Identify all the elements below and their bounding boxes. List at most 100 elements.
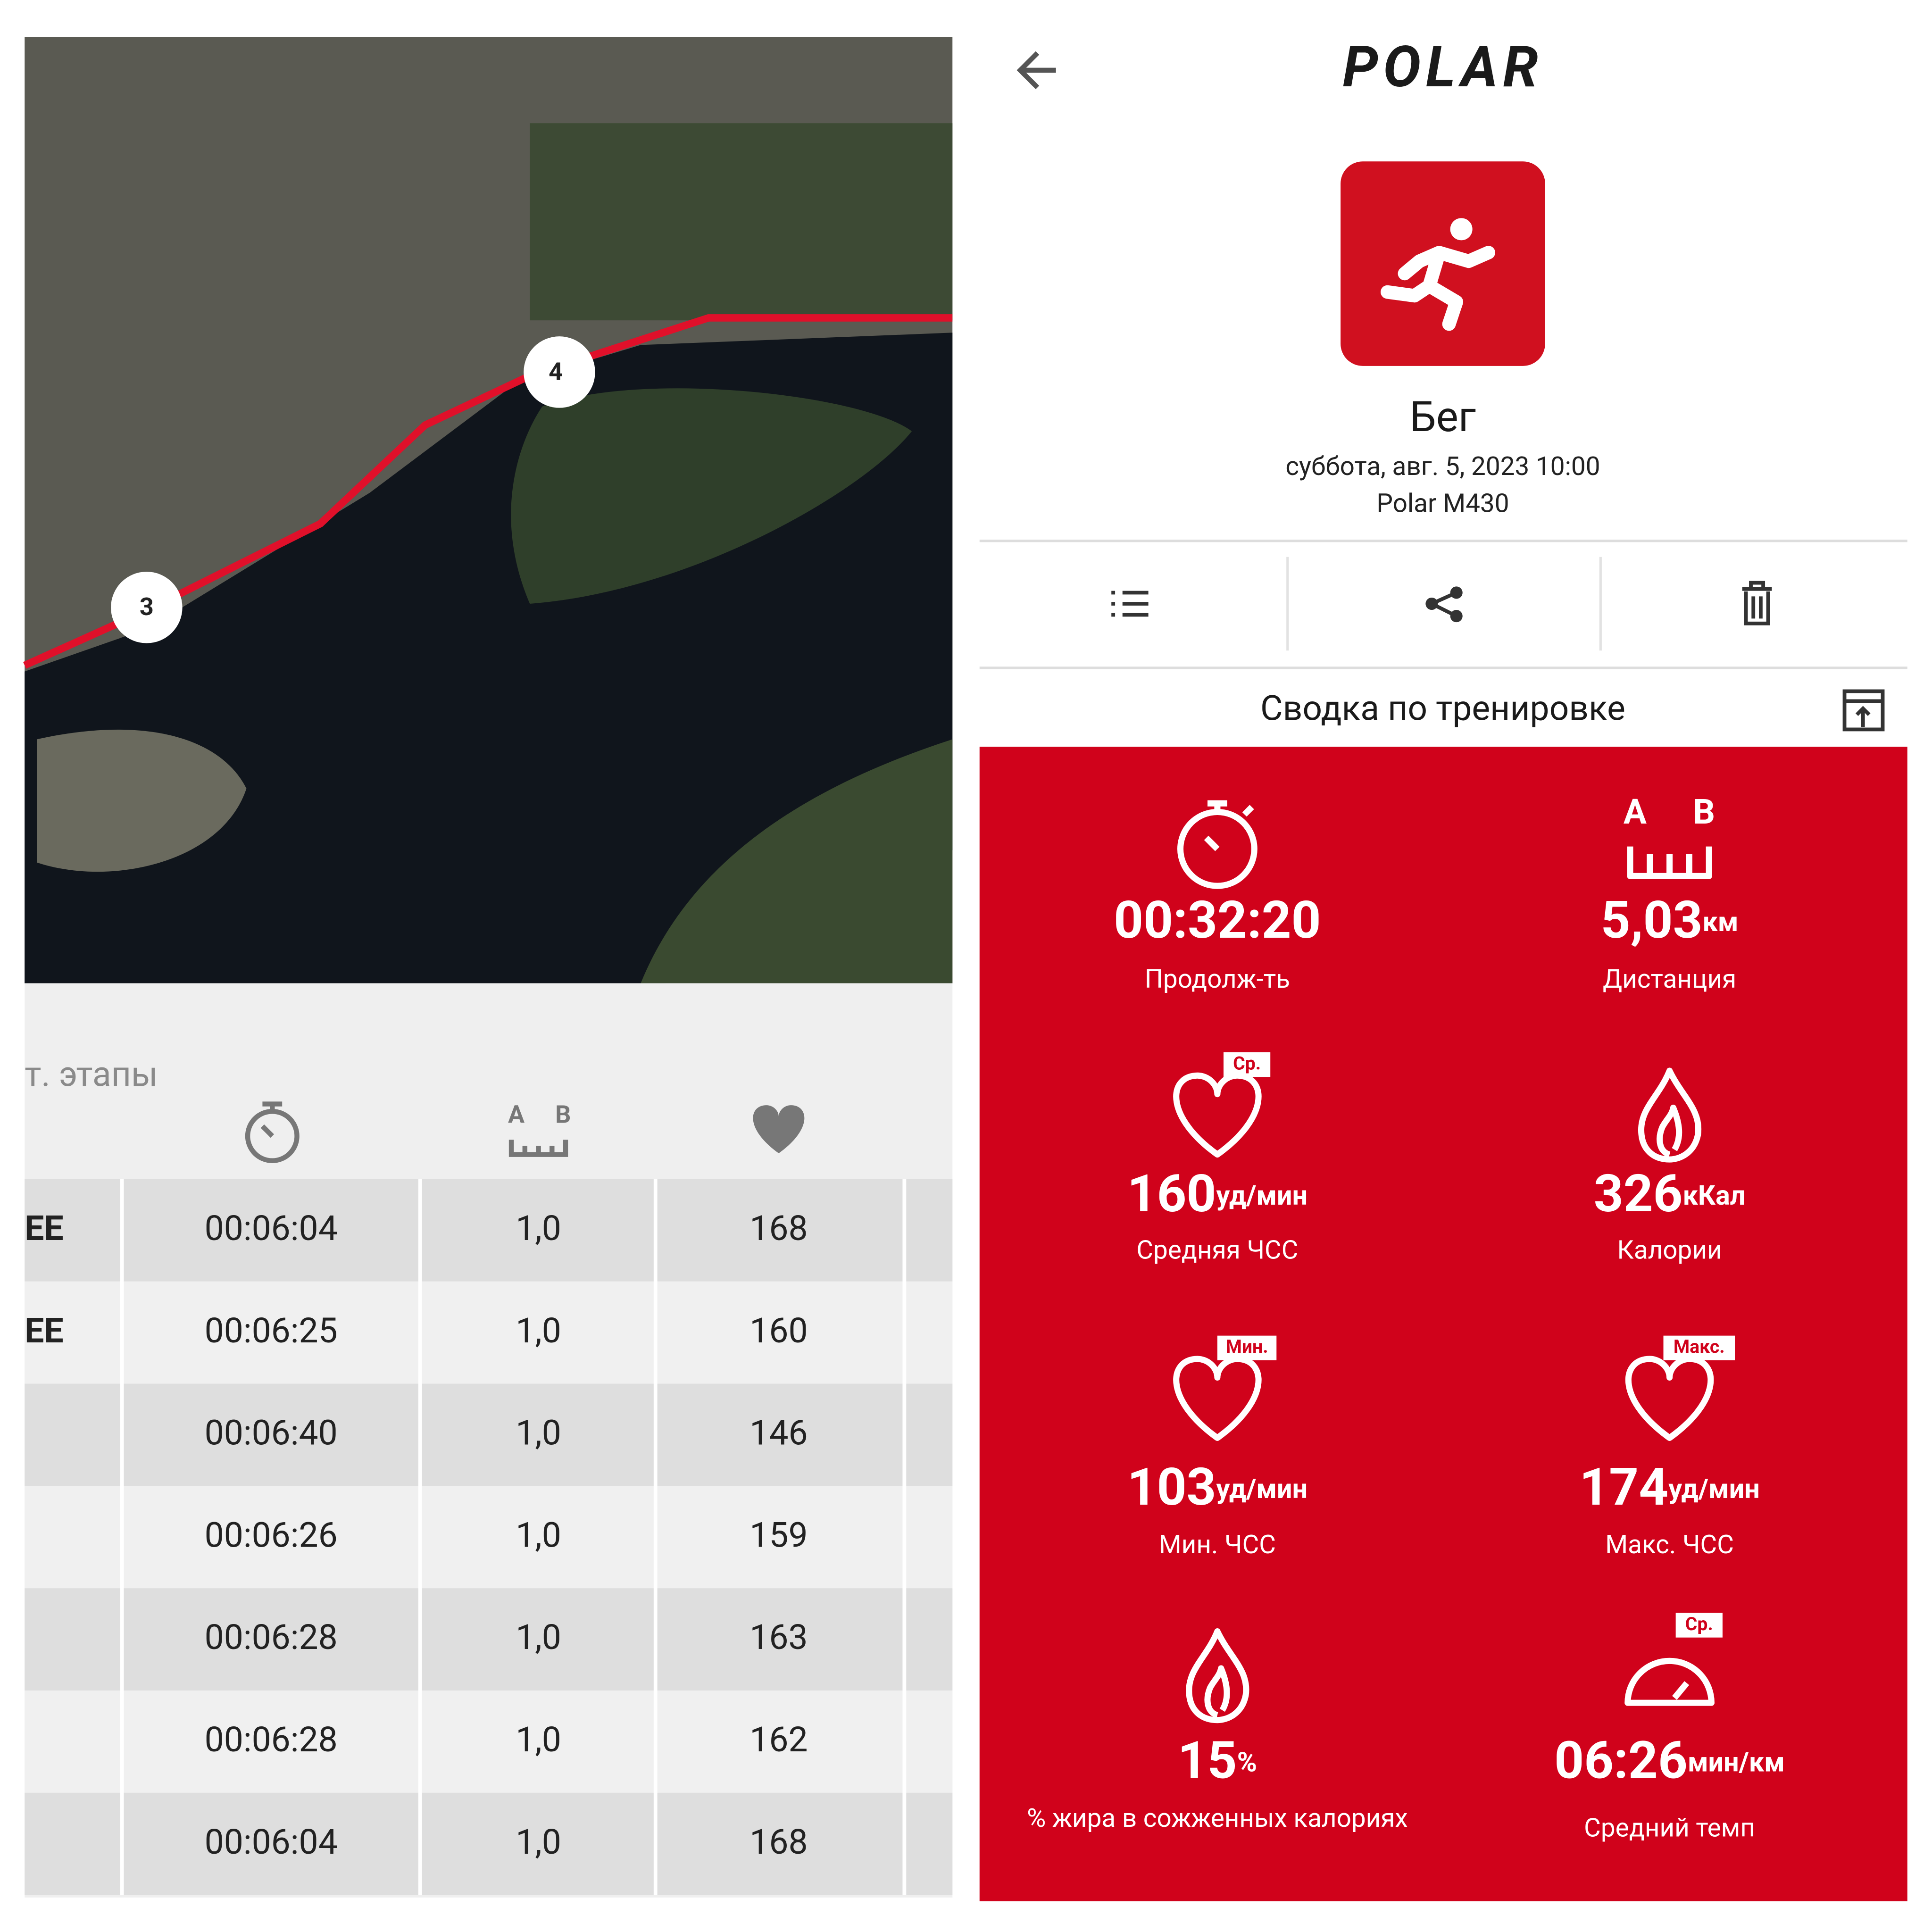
stat-unit: мин/км	[1688, 1747, 1785, 1779]
stat-value: 103уд/мин	[1127, 1457, 1307, 1517]
stat-icon	[1177, 800, 1257, 889]
map-island	[37, 729, 247, 872]
stat-number: 326	[1594, 1163, 1683, 1224]
lap-time: 00:06:25	[205, 1310, 338, 1351]
stopwatch	[1204, 800, 1254, 851]
stat-unit: уд/мин	[1668, 1474, 1760, 1505]
stat-unit: км	[1703, 907, 1739, 938]
stat-value: 5,03км	[1601, 890, 1739, 950]
lap-marker[interactable]	[524, 336, 595, 408]
stat-icon	[1173, 1072, 1262, 1158]
marker-label: 4	[549, 357, 563, 386]
lap-row[interactable]	[25, 1690, 953, 1793]
lap-label: EE	[25, 1208, 63, 1249]
map: 3 4	[23, 37, 953, 983]
heart	[1173, 1356, 1262, 1441]
stat-number: 00:32:20	[1114, 890, 1321, 950]
stat-label: Средняя ЧСС	[1136, 1235, 1298, 1266]
lap-heart-rate: 168	[749, 1208, 808, 1249]
lap-distance: 1,0	[516, 1208, 561, 1249]
back-button[interactable]	[1016, 51, 1056, 90]
heart	[1173, 1072, 1262, 1158]
marker-label: 3	[140, 592, 154, 621]
delete-button[interactable]	[1742, 581, 1772, 625]
stat-number: 174	[1579, 1457, 1668, 1517]
lap-distance: 1,0	[516, 1719, 561, 1760]
stat-label: Калории	[1617, 1235, 1722, 1266]
stopwatch-icon	[260, 1101, 283, 1138]
stat-number: 160	[1127, 1163, 1216, 1224]
export-button[interactable]	[1842, 689, 1885, 732]
laps-table: EE 00:06:04 1,0 168 EE 00:06:25 1,0 160 00:06:40…	[25, 1179, 953, 1895]
heart	[1625, 1356, 1714, 1441]
flame	[1186, 1628, 1249, 1724]
map-shore	[641, 739, 953, 983]
stat-unit: уд/мин	[1216, 1180, 1308, 1212]
stat-badge-bg	[1663, 1335, 1735, 1360]
stat-label: % жира в сожженных калориях	[1027, 1803, 1408, 1833]
ruler-icon	[508, 1140, 568, 1157]
stat-icon	[1638, 1067, 1702, 1163]
stat-value: 00:32:20	[1114, 890, 1321, 950]
stat-icon	[1173, 1356, 1262, 1441]
session-date: суббота, авг. 5, 2023 10:00	[1285, 451, 1600, 482]
stat-badge: Ср.	[1685, 1613, 1713, 1635]
summary-panel	[979, 747, 1907, 1901]
stat-label: Дистанция	[1603, 964, 1736, 994]
stat-unit: кКал	[1683, 1180, 1746, 1212]
distance-icon-label: A	[1624, 791, 1647, 832]
stat-value: 06:26мин/км	[1554, 1730, 1785, 1791]
stat-number: 15	[1178, 1730, 1237, 1791]
stat-number: 06:26	[1554, 1730, 1688, 1791]
lap-distance: 1,0	[516, 1310, 561, 1351]
stat-label: Продолж-ть	[1145, 964, 1290, 994]
lap-row[interactable]	[25, 1179, 953, 1282]
lap-row[interactable]	[25, 1281, 953, 1384]
lap-label: EE	[25, 1310, 63, 1351]
map-island	[511, 388, 912, 604]
lap-time: 00:06:28	[205, 1719, 338, 1760]
lap-heart-rate: 168	[749, 1822, 808, 1862]
lap-row[interactable]	[25, 1486, 953, 1589]
lap-distance: 1,0	[516, 1822, 561, 1862]
lap-heart-rate: 163	[749, 1617, 808, 1657]
distance-icon-label: B	[1693, 791, 1715, 832]
lap-marker[interactable]	[111, 572, 183, 643]
sport-name: Бег	[1410, 392, 1476, 441]
stat-value: 160уд/мин	[1127, 1163, 1307, 1224]
stat-label: Мин. ЧСС	[1159, 1530, 1276, 1560]
lap-heart-rate: 160	[749, 1310, 808, 1351]
laps-header: A B	[245, 1100, 805, 1163]
lap-time: 00:06:26	[205, 1515, 338, 1555]
stat-number: 5,03	[1601, 890, 1703, 950]
stat-icon	[1624, 1657, 1715, 1706]
device: Polar M430	[1376, 489, 1509, 519]
lap-distance: 1,0	[516, 1515, 561, 1555]
distance-icon-label: B	[555, 1100, 571, 1129]
stat-badge: Макс.	[1674, 1336, 1725, 1357]
lap-heart-rate: 146	[749, 1413, 808, 1453]
stat-badge: Ср.	[1233, 1052, 1261, 1074]
lap-row[interactable]	[25, 1792, 953, 1895]
lap-row[interactable]	[25, 1383, 953, 1486]
list-button[interactable]	[1111, 591, 1149, 617]
stat-icon	[1186, 1628, 1249, 1724]
stat-value: 15%	[1178, 1730, 1257, 1791]
lap-heart-rate: 159	[749, 1515, 808, 1555]
stat-icon	[1625, 1356, 1714, 1441]
ruler	[1627, 846, 1712, 879]
share-button[interactable]	[1425, 586, 1463, 623]
lap-time: 00:06:28	[205, 1617, 338, 1657]
runner-icon	[1381, 218, 1495, 331]
logo: POLAR	[1342, 34, 1543, 100]
stat-badge-bg	[1223, 1052, 1271, 1077]
stat-unit: %	[1237, 1747, 1257, 1779]
lap-time: 00:06:04	[205, 1208, 338, 1249]
stat-number: 103	[1127, 1457, 1216, 1517]
lap-row[interactable]	[25, 1588, 953, 1690]
laps-title: т. этапы	[25, 1054, 158, 1094]
